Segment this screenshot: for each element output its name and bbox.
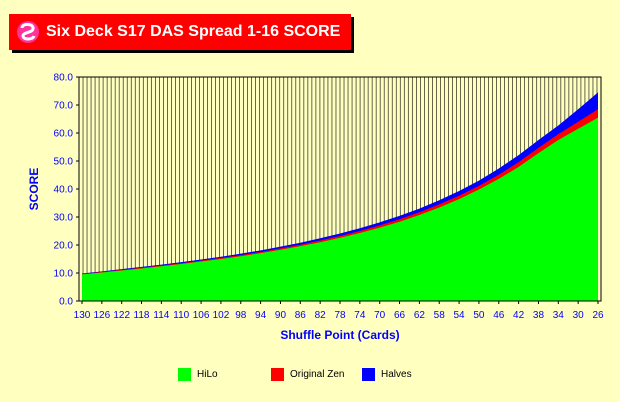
x-tick-label: 86 [295, 310, 307, 321]
x-tick-label: 118 [134, 310, 150, 321]
y-axis-title: SCORE [27, 168, 41, 211]
y-tick-label: 50.0 [54, 157, 74, 168]
x-tick-label: 102 [213, 310, 230, 321]
y-tick-label: 40.0 [54, 185, 74, 196]
legend: HiLo Original Zen Halves [0, 368, 620, 388]
legend-item-hilo: HiLo [178, 368, 218, 381]
legend-swatch [271, 368, 284, 381]
legend-label: Halves [381, 369, 412, 380]
y-tick-label: 20.0 [54, 241, 74, 252]
x-axis-title: Shuffle Point (Cards) [280, 328, 399, 342]
x-tick-label: 98 [235, 310, 247, 321]
x-tick-label: 46 [493, 310, 505, 321]
y-tick-label: 10.0 [54, 269, 74, 280]
x-tick-label: 42 [513, 310, 525, 321]
x-tick-label: 66 [394, 310, 406, 321]
x-tick-label: 54 [454, 310, 466, 321]
legend-swatch [178, 368, 191, 381]
x-tick-label: 130 [74, 310, 91, 321]
legend-swatch [362, 368, 375, 381]
legend-item-halves: Halves [362, 368, 412, 381]
x-tick-label: 94 [255, 310, 267, 321]
x-tick-label: 26 [592, 310, 604, 321]
x-tick-label: 126 [94, 310, 111, 321]
series-area-hilo [82, 117, 598, 301]
x-tick-label: 38 [533, 310, 545, 321]
y-tick-label: 30.0 [54, 213, 74, 224]
x-tick-label: 90 [275, 310, 287, 321]
legend-item-original-zen: Original Zen [271, 368, 344, 381]
x-tick-label: 114 [153, 310, 169, 321]
x-tick-label: 50 [473, 310, 485, 321]
x-tick-label: 62 [414, 310, 426, 321]
x-tick-label: 30 [573, 310, 585, 321]
title-banner: Six Deck S17 DAS Spread 1-16 SCORE [9, 14, 351, 50]
x-tick-label: 78 [334, 310, 346, 321]
y-tick-label: 60.0 [54, 129, 74, 140]
x-tick-label: 74 [354, 310, 366, 321]
x-tick-label: 122 [113, 310, 130, 321]
legend-label: Original Zen [290, 369, 345, 380]
x-tick-label: 70 [374, 310, 386, 321]
x-tick-label: 58 [434, 310, 446, 321]
y-tick-label: 0.0 [59, 297, 73, 308]
chart-title: Six Deck S17 DAS Spread 1-16 SCORE [46, 23, 341, 40]
x-tick-label: 106 [193, 310, 210, 321]
y-tick-label: 80.0 [54, 73, 74, 84]
x-tick-label: 82 [315, 310, 327, 321]
x-tick-label: 34 [553, 310, 565, 321]
logo-icon [17, 21, 39, 43]
y-tick-label: 70.0 [54, 101, 74, 112]
x-tick-label: 110 [173, 310, 189, 321]
legend-label: HiLo [197, 369, 218, 380]
